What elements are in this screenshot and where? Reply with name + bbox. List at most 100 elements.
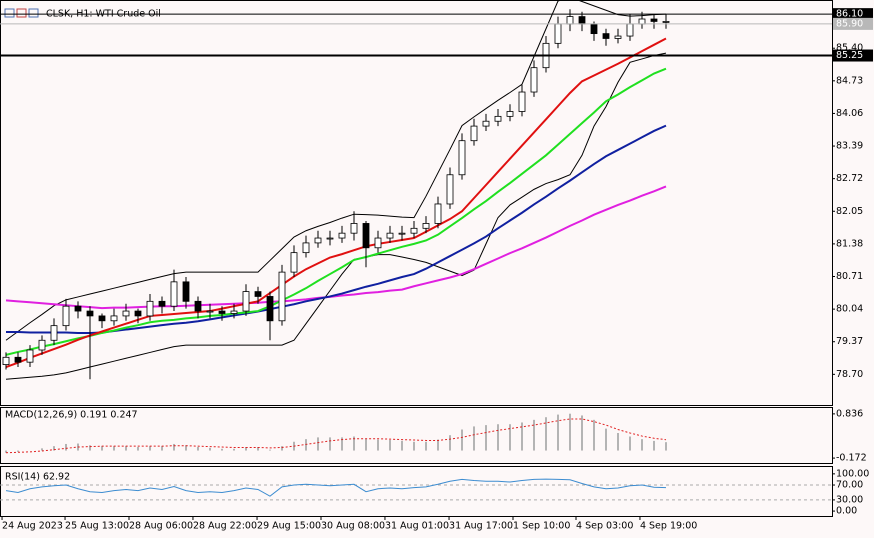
y-tick-label: 82.05 bbox=[836, 206, 863, 217]
y-tick-label: 0.00 bbox=[836, 506, 857, 517]
candle-body bbox=[158, 300, 166, 307]
candle-body bbox=[494, 115, 502, 122]
candle-body bbox=[182, 281, 190, 302]
x-tick-label: 1 Sep 10:00 bbox=[513, 521, 570, 532]
candle-body bbox=[146, 300, 154, 317]
y-tick-label: 84.73 bbox=[836, 75, 863, 86]
y-tick-label: 30.00 bbox=[836, 494, 863, 505]
y-tick-label: 78.70 bbox=[836, 369, 863, 380]
x-tick-label: 31 Aug 17:00 bbox=[449, 521, 513, 532]
candle-body bbox=[38, 339, 46, 351]
candle-body bbox=[602, 33, 610, 39]
candle-body bbox=[218, 310, 226, 314]
y-tick-label: 70.00 bbox=[836, 480, 863, 491]
icon bbox=[16, 8, 27, 18]
candle-body bbox=[566, 16, 574, 25]
candle-body bbox=[134, 310, 142, 317]
y-tick-label: 100.00 bbox=[836, 468, 869, 479]
price-label: 85.25 bbox=[836, 50, 863, 61]
candle-body bbox=[290, 252, 298, 273]
x-tick-label: 31 Aug 01:00 bbox=[385, 521, 449, 532]
candle-body bbox=[302, 242, 310, 254]
candle-body bbox=[506, 111, 514, 117]
candle-body bbox=[422, 223, 430, 229]
indicator-line bbox=[5, 67, 667, 356]
candle-body bbox=[458, 140, 466, 176]
candle-body bbox=[446, 174, 454, 205]
candle-body bbox=[518, 91, 526, 112]
y-tick-label: 82.72 bbox=[836, 173, 863, 184]
candle-body bbox=[626, 23, 634, 37]
rsi-line bbox=[5, 478, 667, 497]
indicator-line bbox=[5, 185, 667, 310]
main-panel-frame bbox=[0, 0, 833, 406]
price-label: 86.10 bbox=[836, 9, 863, 20]
candle-body bbox=[482, 120, 490, 127]
y-tick-label: 0.836 bbox=[836, 408, 863, 419]
candle-body bbox=[338, 232, 346, 239]
y-tick-label: 79.37 bbox=[836, 336, 863, 347]
x-tick-label: 29 Aug 15:00 bbox=[257, 521, 321, 532]
candle-body bbox=[110, 315, 118, 322]
candle-body bbox=[254, 291, 262, 297]
candle-body bbox=[74, 305, 82, 312]
price-label-box bbox=[833, 49, 873, 62]
candle-body bbox=[278, 271, 286, 322]
indicator-line bbox=[5, 0, 667, 341]
x-tick-label: 30 Aug 08:00 bbox=[321, 521, 385, 532]
candle-body bbox=[362, 223, 370, 249]
candle-body bbox=[14, 356, 22, 363]
candle-body bbox=[614, 35, 622, 39]
candle-body bbox=[50, 325, 58, 341]
candle-body bbox=[230, 310, 238, 314]
candle-body bbox=[194, 300, 202, 312]
candle-body bbox=[350, 223, 358, 234]
candle-body bbox=[122, 310, 130, 317]
y-tick-label: 83.39 bbox=[836, 141, 863, 152]
candle-body bbox=[62, 305, 70, 327]
candle-body bbox=[638, 18, 646, 25]
price-label: 85.90 bbox=[836, 18, 863, 29]
y-tick-label: -0.172 bbox=[836, 453, 867, 464]
price-label-box bbox=[833, 8, 873, 21]
candle-body bbox=[2, 356, 10, 366]
signal-line bbox=[5, 418, 667, 454]
candle-body bbox=[26, 349, 34, 363]
candle-body bbox=[470, 125, 478, 142]
candle-body bbox=[578, 16, 586, 25]
y-tick-label: 81.38 bbox=[836, 238, 863, 249]
candle-body bbox=[374, 237, 382, 249]
icon bbox=[28, 8, 39, 18]
y-tick-label: 80.04 bbox=[836, 304, 863, 315]
rsi-panel-frame bbox=[0, 466, 833, 517]
candle-body bbox=[410, 227, 418, 234]
candle-body bbox=[530, 67, 538, 93]
candle-body bbox=[314, 237, 322, 244]
candle-body bbox=[86, 310, 94, 317]
indicator-line bbox=[5, 37, 667, 368]
x-tick-label: 28 Aug 06:00 bbox=[129, 521, 193, 532]
candle-body bbox=[98, 315, 106, 322]
y-tick-label: 80.71 bbox=[836, 271, 863, 282]
x-tick-label: 24 Aug 2023 bbox=[2, 521, 63, 532]
indicator-line bbox=[5, 52, 667, 380]
y-tick-label: 84.06 bbox=[836, 108, 863, 119]
macd-title: MACD(12,26,9) 0.191 0.247 bbox=[5, 410, 138, 421]
candle-body bbox=[554, 23, 562, 44]
rsi-title: RSI(14) 62.92 bbox=[5, 472, 70, 483]
icon bbox=[4, 8, 15, 18]
candle-body bbox=[206, 310, 214, 313]
candle-body bbox=[266, 296, 274, 322]
macd-panel-frame bbox=[0, 407, 833, 464]
header-icons bbox=[4, 8, 39, 18]
candle-body bbox=[170, 281, 178, 307]
x-tick-label: 25 Aug 13:00 bbox=[65, 521, 129, 532]
x-tick-label: 4 Sep 03:00 bbox=[576, 521, 633, 532]
candle-body bbox=[662, 21, 670, 23]
candle-body bbox=[242, 291, 250, 312]
candle-body bbox=[398, 232, 406, 235]
candle-body bbox=[590, 23, 598, 35]
